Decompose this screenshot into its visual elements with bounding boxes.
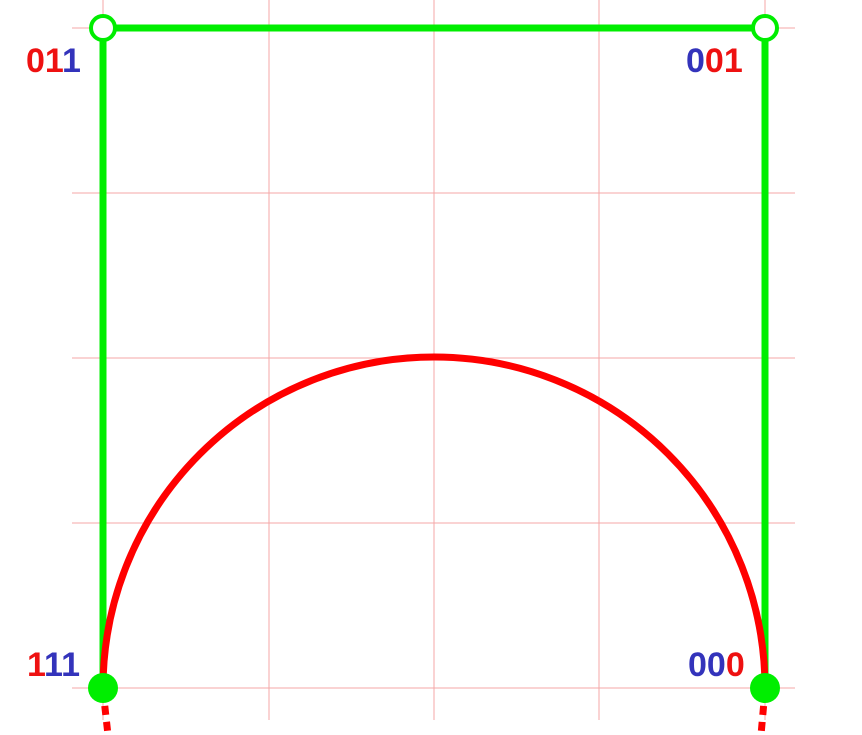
label-top-right: 001 [686, 42, 743, 80]
control-point-bottom-left [88, 673, 118, 703]
label-bit: 1 [45, 42, 63, 80]
label-bit: 1 [724, 42, 743, 80]
label-bit: 0 [707, 646, 726, 684]
label-bit: 0 [688, 646, 707, 684]
bezier-curve [99, 353, 769, 689]
control-point-top-left [89, 14, 117, 42]
label-bit: 0 [686, 42, 705, 80]
label-bit: 0 [26, 42, 45, 80]
control-polygon [99, 24, 769, 688]
label-bit: 0 [726, 646, 745, 684]
control-point-bottom-right [750, 673, 780, 703]
label-bottom-right: 000 [688, 646, 745, 684]
label-bit: 1 [44, 646, 62, 684]
label-bottom-left: 111 [27, 646, 80, 684]
label-bit: 1 [61, 646, 80, 684]
label-top-left: 011 [26, 42, 81, 80]
label-bit: 1 [27, 646, 45, 684]
control-point-top-right [751, 14, 779, 42]
label-bit: 0 [705, 42, 724, 80]
label-bit: 1 [62, 42, 81, 80]
